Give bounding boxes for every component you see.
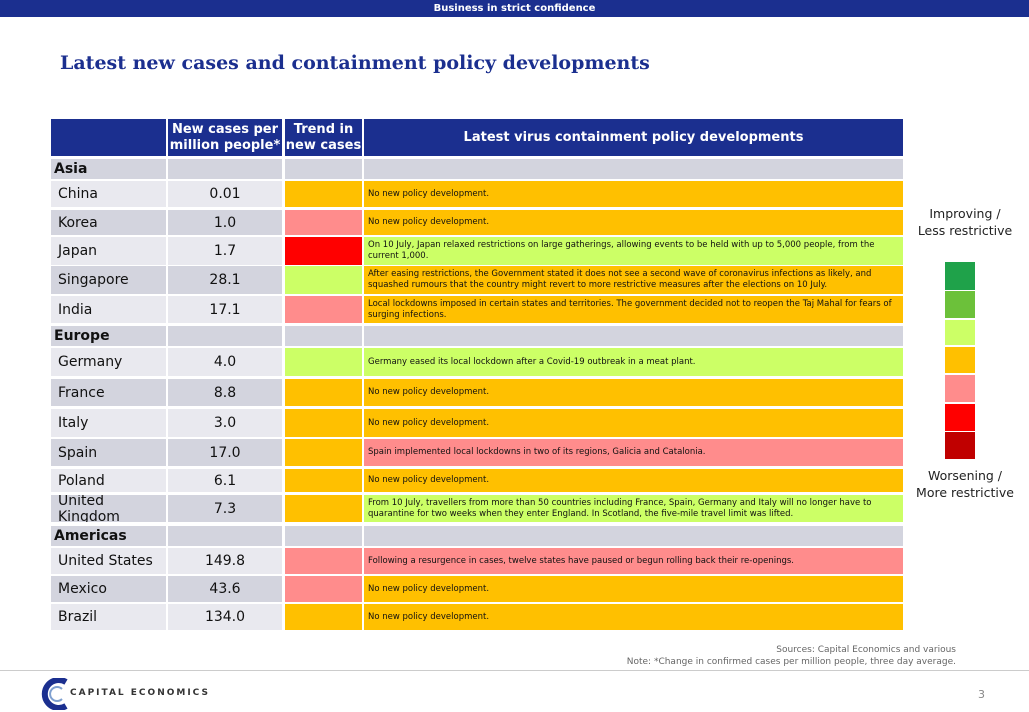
region-spacer [285,526,362,546]
policy-development: Local lockdowns imposed in certain state… [364,296,903,323]
region-label: Asia [51,159,166,179]
trend-indicator-light_green [285,266,362,294]
legend-worsening: Worsening / More restrictive [916,468,1014,500]
policy-development: Following a resurgence in cases, twelve … [364,548,903,574]
new-cases-value: 149.8 [168,548,282,574]
policy-development: No new policy development. [364,379,903,406]
new-cases-value: 3.0 [168,409,282,437]
region-spacer [285,326,362,346]
new-cases-value: 17.0 [168,439,282,466]
region-label: Europe [51,326,166,346]
country-name: Brazil [51,604,166,630]
trend-indicator-pink [285,576,362,602]
trend-indicator-pink [285,210,362,235]
new-cases-value: 1.0 [168,210,282,235]
new-cases-value: 28.1 [168,266,282,294]
policy-development: After easing restrictions, the Governmen… [364,266,903,294]
legend-swatch-red [945,404,975,431]
region-spacer [168,326,282,346]
legend-improving: Improving / Less restrictive [917,206,1013,238]
policy-development: No new policy development. [364,604,903,630]
policy-development: Spain implemented local lockdowns in two… [364,439,903,466]
trend-indicator-orange [285,604,362,630]
trend-indicator-orange [285,409,362,437]
country-name: Mexico [51,576,166,602]
header-trend: Trend in new cases [285,119,362,156]
trend-indicator-orange [285,495,362,522]
trend-indicator-orange [285,469,362,492]
country-name: Poland [51,469,166,492]
policy-development: On 10 July, Japan relaxed restrictions o… [364,237,903,265]
legend-swatch-orange [945,347,975,373]
legend-swatch-pink [945,375,975,402]
capital-economics-logo-icon [41,678,68,710]
region-spacer [168,159,282,179]
trend-indicator-red [285,237,362,265]
trend-indicator-pink [285,548,362,574]
header-cases: New cases per million people* [168,119,282,156]
policy-development: Germany eased its local lockdown after a… [364,348,903,376]
region-label: Americas [51,526,166,546]
new-cases-value: 4.0 [168,348,282,376]
trend-indicator-light_green [285,348,362,376]
new-cases-value: 17.1 [168,296,282,323]
country-name: United Kingdom [51,495,166,522]
country-name: China [51,181,166,207]
region-spacer [364,159,903,179]
policy-development: No new policy development. [364,409,903,437]
new-cases-value: 8.8 [168,379,282,406]
page-number: 3 [978,688,985,701]
region-spacer [364,526,903,546]
region-spacer [364,326,903,346]
policy-development: No new policy development. [364,210,903,235]
new-cases-value: 6.1 [168,469,282,492]
country-name: Germany [51,348,166,376]
country-name: Italy [51,409,166,437]
new-cases-value: 1.7 [168,237,282,265]
legend-swatch-dark_red [945,432,975,459]
footer-divider [0,670,1029,671]
new-cases-value: 43.6 [168,576,282,602]
region-spacer [285,159,362,179]
country-name: United States [51,548,166,574]
sources-note: Sources: Capital Economics and various [776,645,956,655]
confidentiality-banner: Business in strict confidence [0,0,1029,17]
country-name: Spain [51,439,166,466]
country-name: Korea [51,210,166,235]
new-cases-value: 134.0 [168,604,282,630]
country-name: India [51,296,166,323]
country-name: France [51,379,166,406]
legend-swatch-green [945,291,975,318]
trend-indicator-orange [285,181,362,207]
new-cases-value: 0.01 [168,181,282,207]
policy-development: From 10 July, travellers from more than … [364,495,903,522]
policy-development: No new policy development. [364,469,903,492]
legend-swatch-dark_green [945,262,975,290]
footnote: Note: *Change in confirmed cases per mil… [626,657,956,667]
trend-indicator-pink [285,296,362,323]
country-name: Japan [51,237,166,265]
region-spacer [168,526,282,546]
trend-indicator-orange [285,379,362,406]
policy-development: No new policy development. [364,181,903,207]
header-policy: Latest virus containment policy developm… [364,119,903,156]
trend-indicator-orange [285,439,362,466]
legend-swatch-light_green [945,320,975,345]
policy-development: No new policy development. [364,576,903,602]
header-blank [51,119,166,156]
country-name: Singapore [51,266,166,294]
logo-text: CAPITAL ECONOMICS [70,688,210,698]
new-cases-value: 7.3 [168,495,282,522]
page-title: Latest new cases and containment policy … [60,52,650,74]
